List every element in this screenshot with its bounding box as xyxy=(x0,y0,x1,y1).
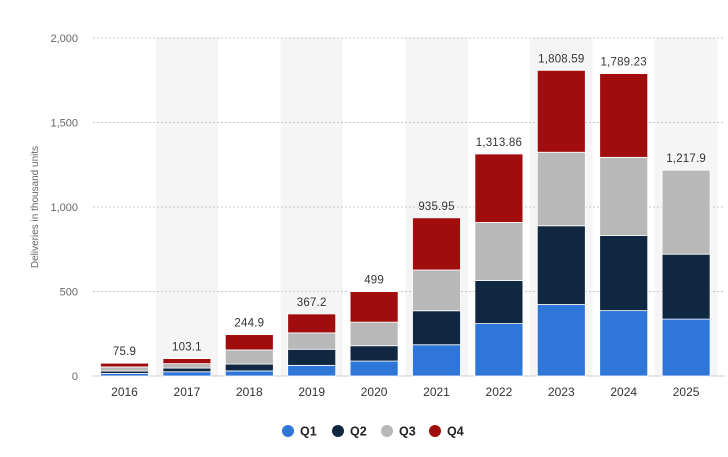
legend-swatch xyxy=(429,425,441,437)
bar-segment-q2-2023 xyxy=(536,225,586,305)
bar-segment-q3-2017 xyxy=(162,363,212,369)
legend-swatch xyxy=(282,425,294,437)
bar-segment-q3-2022 xyxy=(474,222,524,281)
x-tick-label: 2020 xyxy=(361,385,388,399)
x-tick-label: 2024 xyxy=(610,385,637,399)
legend-swatch xyxy=(332,425,344,437)
bar-segment-q3-2023 xyxy=(536,151,586,227)
bar-segment-q3-2019 xyxy=(287,332,337,350)
total-label-2017: 103.1 xyxy=(172,342,202,354)
bar-segment-q4-2021 xyxy=(412,217,461,271)
bar-segment-q2-2020 xyxy=(349,345,399,362)
bar-segment-q4-2020 xyxy=(349,291,399,323)
bar-segment-q1-2018 xyxy=(224,370,274,377)
legend: Q1 Q2 Q3 Q4 xyxy=(282,425,464,439)
legend-label: Q3 xyxy=(399,425,416,439)
legend-label: Q1 xyxy=(300,425,317,439)
bar-segment-q3-2018 xyxy=(224,349,274,365)
bars xyxy=(100,69,711,377)
legend-label: Q2 xyxy=(350,425,367,439)
bar-segment-q3-2024 xyxy=(599,156,649,236)
bar-segment-q1-2023 xyxy=(536,304,586,377)
bar-segment-q1-2022 xyxy=(474,323,524,377)
y-axis-ticks: 0 500 1,000 1,500 2,000 xyxy=(50,33,78,383)
bar-segment-q4-2023 xyxy=(536,69,586,153)
legend-label: Q4 xyxy=(447,425,464,439)
y-tick-label: 2,000 xyxy=(50,33,78,45)
x-tick-label: 2025 xyxy=(673,385,700,399)
total-label-2018: 244.9 xyxy=(234,318,264,330)
total-label-2016: 75.9 xyxy=(113,346,136,358)
total-label-2025: 1,217.9 xyxy=(666,153,706,165)
bar-segment-q2-2018 xyxy=(224,363,274,372)
bar-segment-q3-2020 xyxy=(349,321,399,347)
x-tick-label: 2019 xyxy=(298,385,325,399)
y-axis-title: Deliveries in thousand units xyxy=(30,146,41,268)
x-axis-ticks: 2016 2017 2018 2019 2020 2021 2022 2023 2024 2025 xyxy=(111,385,700,399)
y-tick-label: 1,500 xyxy=(50,118,78,130)
legend-item-q2[interactable]: Q2 xyxy=(332,425,367,439)
total-label-2023: 1,808.59 xyxy=(538,53,584,65)
bar-segment-q2-2019 xyxy=(287,348,337,366)
bar-segment-q2-2024 xyxy=(599,235,649,312)
total-label-2024: 1,789.23 xyxy=(601,57,647,69)
legend-swatch xyxy=(381,425,393,437)
bar-segment-q1-2020 xyxy=(349,360,399,377)
x-tick-label: 2018 xyxy=(236,385,263,399)
bar-segment-q2-2017 xyxy=(162,367,212,373)
bar-segment-q4-2018 xyxy=(224,334,274,351)
legend-item-q4[interactable]: Q4 xyxy=(429,425,464,439)
y-tick-label: 0 xyxy=(72,371,78,383)
total-label-2019: 367.2 xyxy=(297,297,327,309)
bar-segment-q4-2017 xyxy=(162,358,212,365)
bar-segment-q4-2019 xyxy=(287,313,337,334)
total-label-2020: 499 xyxy=(364,275,384,287)
bar-segment-q1-2021 xyxy=(412,344,461,377)
x-tick-label: 2023 xyxy=(548,385,575,399)
bar-segment-q1-2025 xyxy=(661,318,711,377)
bar-segment-q4-2022 xyxy=(474,153,524,223)
total-labels: 75.9 103.1 244.9 367.2 499 935.95 1,313.86 1,80… xyxy=(113,53,706,358)
bar-segment-q3-2016 xyxy=(100,366,149,372)
legend-item-q1[interactable]: Q1 xyxy=(282,425,317,439)
bar-segment-q3-2025 xyxy=(661,169,711,255)
bar-segment-q4-2016 xyxy=(100,362,149,368)
bar-segment-q1-2024 xyxy=(599,310,649,377)
bar-segment-q2-2022 xyxy=(474,280,524,325)
x-tick-label: 2021 xyxy=(423,385,450,399)
legend-item-q3[interactable]: Q3 xyxy=(381,425,416,439)
total-label-2022: 1,313.86 xyxy=(476,137,522,149)
bar-segment-q1-2017 xyxy=(162,371,212,377)
bar-segment-q1-2019 xyxy=(287,364,337,377)
bar-segment-q2-2021 xyxy=(412,310,461,346)
x-tick-label: 2017 xyxy=(174,385,201,399)
bar-segment-q4-2024 xyxy=(599,73,649,158)
y-tick-label: 500 xyxy=(60,287,78,299)
x-tick-label: 2016 xyxy=(111,385,138,399)
total-label-2021: 935.95 xyxy=(418,201,454,213)
bar-segment-q2-2025 xyxy=(661,253,711,320)
x-tick-label: 2022 xyxy=(486,385,513,399)
y-tick-label: 1,000 xyxy=(50,202,78,214)
bar-segment-q3-2021 xyxy=(412,269,461,312)
